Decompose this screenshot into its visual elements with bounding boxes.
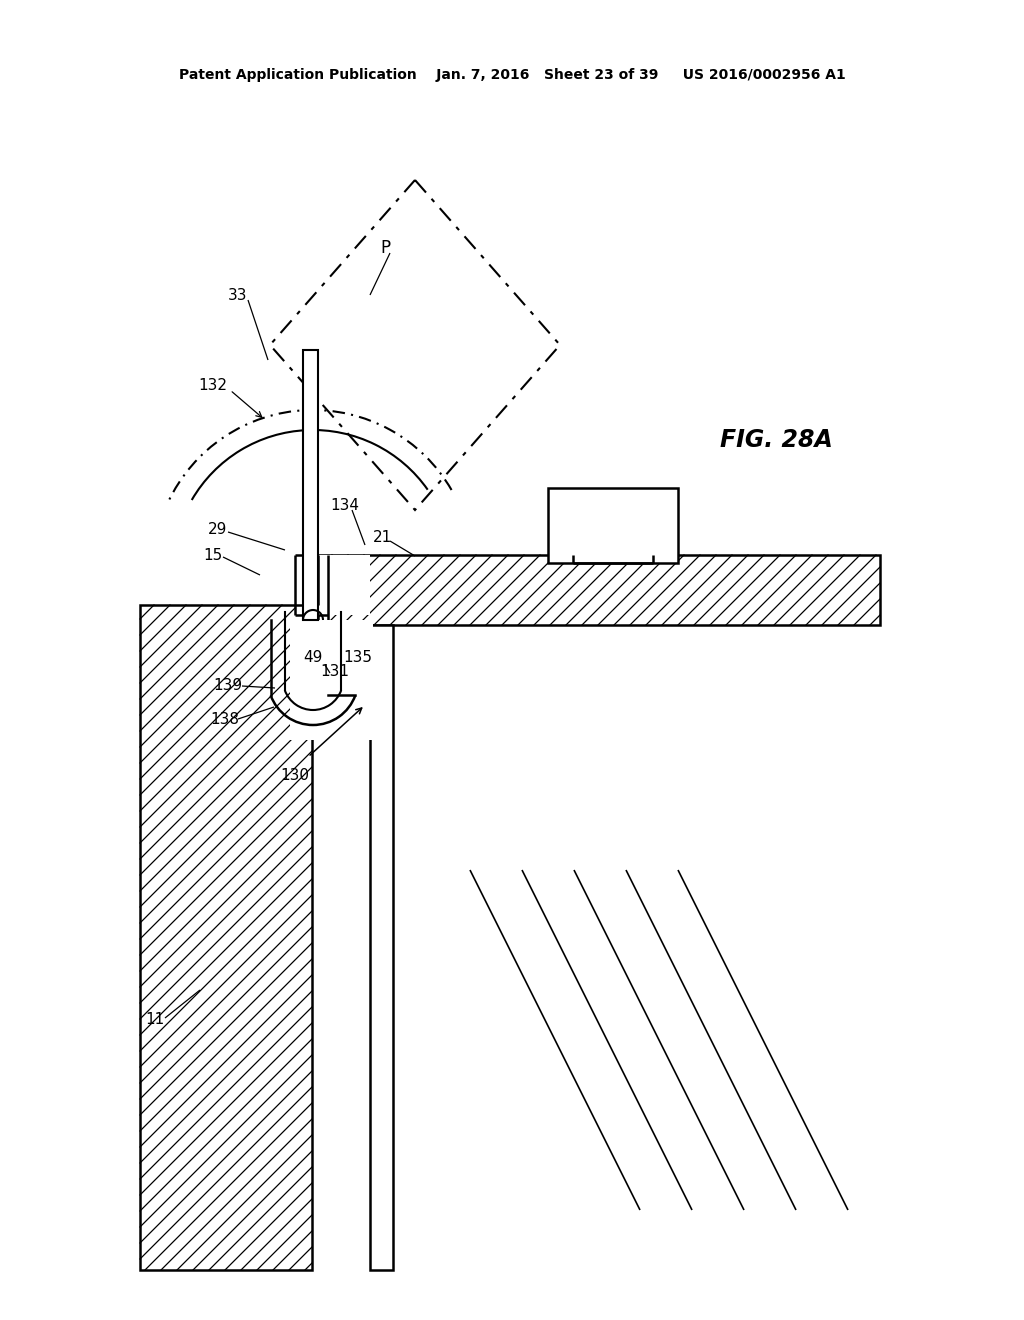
Text: 138: 138	[211, 713, 240, 727]
Bar	[370, 624, 393, 1270]
Bar	[303, 554, 318, 615]
Text: 29: 29	[208, 523, 227, 537]
Text: P: P	[380, 239, 390, 257]
Text: Patent Application Publication    Jan. 7, 2016   Sheet 23 of 39     US 2016/0002: Patent Application Publication Jan. 7, 2…	[178, 69, 846, 82]
Bar	[303, 350, 318, 620]
Text: 21: 21	[374, 531, 392, 545]
Text: 131: 131	[321, 664, 349, 680]
Text: 15: 15	[204, 548, 222, 562]
Bar	[290, 620, 373, 741]
Text: 135: 135	[343, 649, 373, 664]
Bar	[318, 554, 880, 624]
Text: 11: 11	[145, 1012, 165, 1027]
Text: 134: 134	[331, 498, 359, 512]
Bar	[140, 605, 312, 1270]
Bar	[548, 488, 678, 564]
Bar	[295, 554, 370, 615]
Text: 33: 33	[228, 288, 248, 302]
Text: 49: 49	[303, 651, 323, 665]
Bar	[295, 554, 318, 624]
Text: 130: 130	[281, 767, 309, 783]
Text: 139: 139	[213, 677, 243, 693]
Bar	[318, 554, 880, 624]
Text: FIG. 28A: FIG. 28A	[720, 428, 833, 451]
Text: 132: 132	[199, 378, 227, 392]
Bar	[140, 605, 312, 1270]
